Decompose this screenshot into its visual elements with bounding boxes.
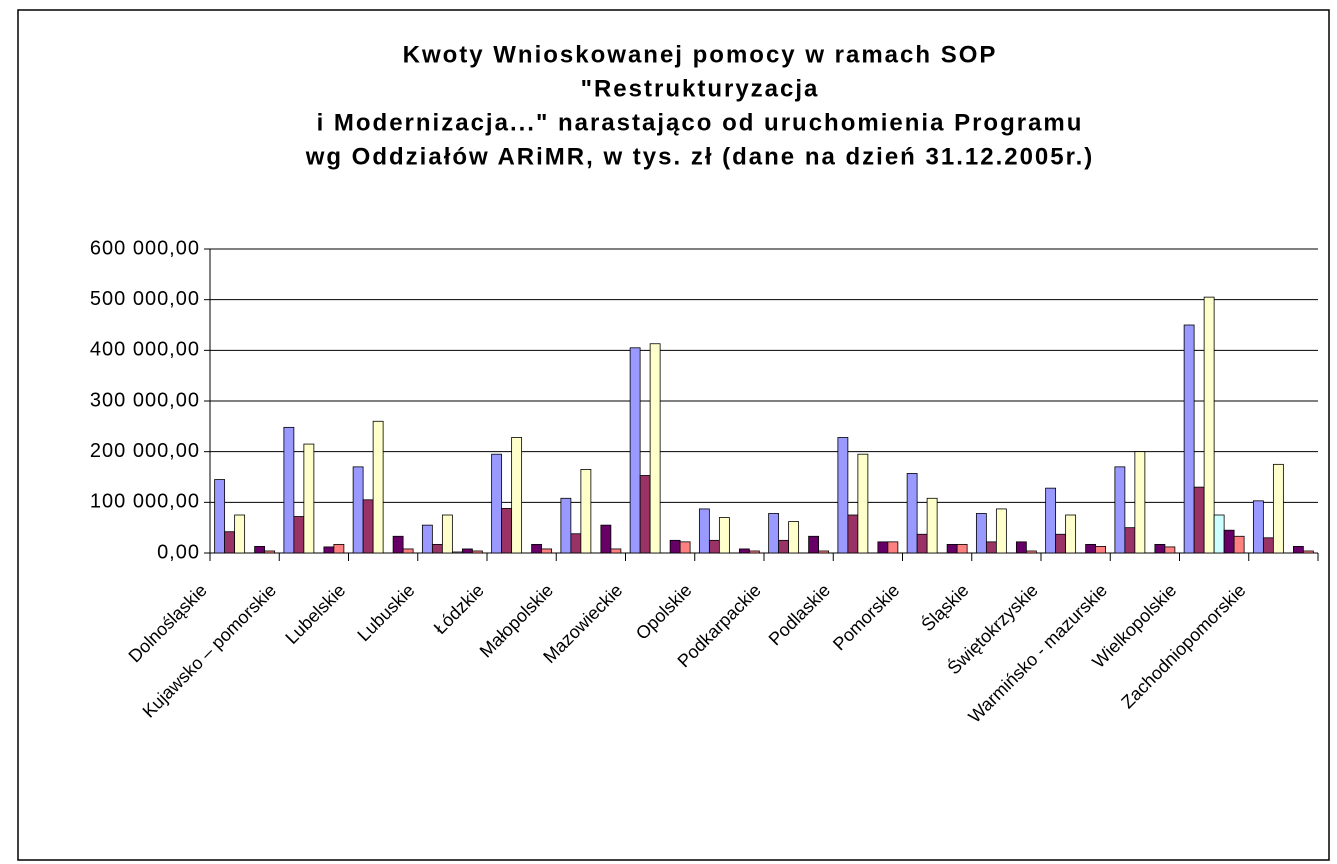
bar — [531, 543, 543, 554]
bar — [1025, 550, 1037, 554]
bar — [906, 473, 918, 554]
bar — [323, 546, 335, 554]
chart-title: Kwoty Wnioskowanej pomocy w ramach SOP — [403, 41, 998, 68]
bar — [1302, 550, 1314, 554]
bar — [1262, 537, 1274, 554]
bar — [649, 343, 661, 554]
bar — [956, 543, 968, 554]
bar — [224, 531, 236, 554]
bar — [877, 541, 889, 554]
bar — [362, 499, 374, 554]
bar — [254, 546, 266, 554]
bar — [352, 466, 364, 554]
bar — [1272, 463, 1284, 554]
y-tick-label: 0,00 — [157, 541, 200, 563]
bar — [629, 347, 641, 554]
y-tick-label: 500 000,00 — [90, 288, 200, 310]
bar — [600, 524, 612, 554]
bar — [560, 497, 572, 554]
bar — [234, 514, 246, 554]
bar — [1085, 543, 1097, 554]
bar — [293, 516, 305, 554]
bar — [887, 541, 899, 554]
chart-title: i Modernizacja..." narastająco od urucho… — [317, 109, 1084, 136]
y-tick-label: 200 000,00 — [90, 440, 200, 462]
bar — [738, 548, 750, 554]
bar — [1223, 529, 1235, 554]
bar — [501, 508, 513, 554]
bar — [679, 541, 691, 554]
bar — [748, 550, 760, 554]
bar — [639, 475, 651, 554]
y-tick-label: 600 000,00 — [90, 237, 200, 259]
bar — [808, 535, 820, 554]
bar — [1154, 543, 1166, 554]
bar — [946, 543, 958, 554]
bar — [333, 543, 345, 554]
y-tick-label: 100 000,00 — [90, 491, 200, 513]
bar — [283, 426, 295, 554]
bar — [916, 533, 928, 554]
bar — [995, 508, 1007, 554]
bar — [1252, 500, 1264, 554]
y-tick-label: 300 000,00 — [90, 389, 200, 411]
bar — [985, 541, 997, 554]
bar — [1055, 533, 1067, 554]
bar — [1233, 535, 1245, 554]
bar — [214, 479, 226, 554]
bar — [431, 543, 443, 554]
bar — [768, 513, 780, 554]
bar — [837, 437, 849, 554]
bar — [926, 497, 938, 554]
bar — [372, 420, 384, 554]
bar — [421, 524, 433, 554]
bar — [392, 535, 404, 554]
y-tick-label: 400 000,00 — [90, 339, 200, 361]
bar — [1124, 527, 1136, 554]
bar — [1183, 324, 1195, 554]
bar — [610, 548, 622, 554]
bar — [708, 539, 720, 554]
bar — [1213, 514, 1225, 554]
chart-frame — [17, 9, 1330, 861]
bar — [1292, 546, 1304, 554]
bar — [1203, 296, 1215, 554]
chart-title: wg Oddziałów ARiMR, w tys. zł (dane na d… — [305, 143, 1095, 170]
bar — [471, 550, 483, 554]
bar — [570, 533, 582, 554]
bar — [669, 539, 681, 554]
chart-title: "Restrukturyzacja — [581, 75, 820, 102]
bar — [402, 548, 414, 554]
bar — [1114, 466, 1126, 554]
bar — [441, 514, 453, 554]
bar — [778, 539, 790, 554]
bar — [818, 550, 830, 554]
bar — [541, 548, 553, 554]
bar — [1045, 487, 1057, 554]
bar — [580, 468, 592, 554]
bar — [1095, 546, 1107, 554]
bar — [718, 517, 730, 554]
bar — [847, 514, 859, 554]
bar — [975, 513, 987, 554]
bar — [1134, 451, 1146, 554]
bar — [451, 551, 463, 554]
bar — [1193, 486, 1205, 554]
bar — [461, 548, 473, 554]
bar — [491, 453, 503, 554]
bar — [1015, 541, 1027, 554]
bar — [698, 508, 710, 554]
bar — [788, 521, 800, 554]
bar — [264, 550, 276, 554]
bar — [1065, 514, 1077, 554]
bar — [303, 443, 315, 554]
bar — [511, 437, 523, 554]
bar — [1164, 546, 1176, 554]
bar — [857, 453, 869, 554]
